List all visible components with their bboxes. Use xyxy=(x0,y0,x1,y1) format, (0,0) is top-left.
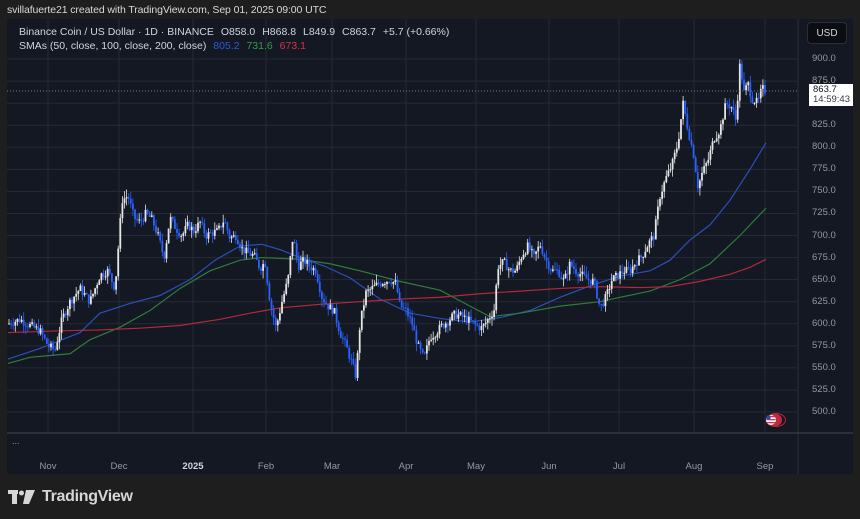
time-tick-label: Dec xyxy=(110,461,128,472)
price-tick-label: 875.0 xyxy=(812,75,836,87)
price-tick-label: 900.0 xyxy=(812,53,836,64)
ohlc-low: L849.9 xyxy=(302,26,336,38)
time-tick-label: Jul xyxy=(612,461,626,472)
time-tick-label: Sep xyxy=(756,461,774,472)
price-tick-label: 625.0 xyxy=(812,295,836,307)
tradingview-logo-icon xyxy=(8,490,35,504)
sma-row: SMAs (50, close, 100, close, 200, close)… xyxy=(19,39,453,53)
price-tick-label: 550.0 xyxy=(812,361,836,373)
price-tick-label: 775.0 xyxy=(812,163,836,175)
price-tick-label: 700.0 xyxy=(812,229,836,241)
symbol-title[interactable]: Binance Coin / US Dollar · 1D · BINANCE xyxy=(19,26,214,38)
indicator-more-dots[interactable]: ... xyxy=(12,436,20,446)
time-tick-label: Jun xyxy=(541,461,557,472)
chart-legend: Binance Coin / US Dollar · 1D · BINANCE … xyxy=(19,25,453,53)
ohlc-high: H868.8 xyxy=(262,26,297,38)
time-tick-label: Feb xyxy=(257,461,275,472)
sma-line[interactable] xyxy=(7,207,767,365)
price-tick-label: 800.0 xyxy=(812,141,836,153)
price-tick-label: 575.0 xyxy=(812,339,836,351)
sma-indicator-label[interactable]: SMAs (50, close, 100, close, 200, close) xyxy=(19,40,207,52)
price-tick-label: 525.0 xyxy=(812,383,836,395)
sma100-value: 731.6 xyxy=(246,40,273,52)
time-tick-label: May xyxy=(467,461,485,472)
price-tick-label: 600.0 xyxy=(812,317,836,329)
sma50-value: 805.2 xyxy=(213,40,240,52)
ohlc-close: C863.7 xyxy=(342,26,376,38)
price-tick-label: 825.0 xyxy=(812,119,836,131)
last-price-value: 863.7 xyxy=(813,84,837,95)
symbol-row: Binance Coin / US Dollar · 1D · BINANCE … xyxy=(19,25,453,39)
chart-panel[interactable]: Binance Coin / US Dollar · 1D · BINANCE … xyxy=(7,19,853,474)
price-tick-label: 675.0 xyxy=(812,251,836,263)
chart-credit: svillafuerte21 created with TradingView.… xyxy=(7,4,327,16)
tradingview-logo-text: TradingView xyxy=(42,488,133,505)
time-tick-label: Apr xyxy=(398,461,414,472)
sma-line[interactable] xyxy=(7,142,767,360)
price-tick-label: 650.0 xyxy=(812,273,836,285)
time-tick-label: Aug xyxy=(685,461,703,472)
price-tick-label: 725.0 xyxy=(812,207,836,219)
price-tick-label: 750.0 xyxy=(812,185,836,197)
time-tick-label: Nov xyxy=(39,461,57,472)
ohlc-change: +5.7 (+0.66%) xyxy=(382,26,450,38)
ohlc-open: O858.0 xyxy=(220,26,256,38)
tradingview-logo[interactable]: TradingView xyxy=(8,488,133,506)
currency-button[interactable]: USD xyxy=(807,22,847,44)
time-tick-label: 2025 xyxy=(182,461,204,472)
price-tick-label: 500.0 xyxy=(812,406,836,417)
sma-line[interactable] xyxy=(7,258,767,334)
last-price-label: 863.7 14:59:43 xyxy=(809,84,853,106)
time-tick-label: Mar xyxy=(323,461,341,472)
bar-countdown: 14:59:43 xyxy=(813,94,850,105)
us-flag-event-icon[interactable] xyxy=(764,413,786,427)
price-chart-canvas[interactable] xyxy=(7,19,853,474)
sma200-value: 673.1 xyxy=(279,40,306,52)
